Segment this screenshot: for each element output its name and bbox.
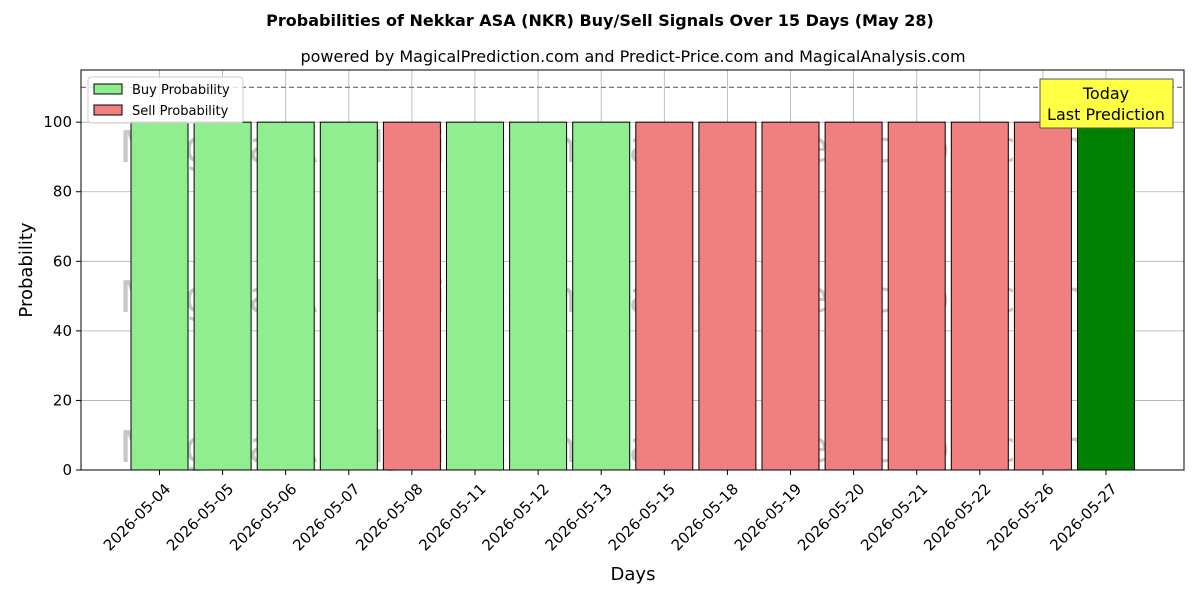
bar-2026-05-04 bbox=[130, 121, 189, 471]
x-tick-label-10: 2026-05-19 bbox=[731, 480, 805, 554]
chart-title: Probabilities of Nekkar ASA (NKR) Buy/Se… bbox=[266, 11, 934, 30]
plot-frame bbox=[80, 69, 1185, 471]
x-tick-label-13: 2026-05-22 bbox=[920, 480, 994, 554]
x-tick-label-0: 2026-05-04 bbox=[100, 480, 174, 554]
y-tick-label-0: 0 bbox=[62, 461, 72, 479]
bar-2026-05-13 bbox=[572, 121, 631, 471]
annotation-line2: Last Prediction bbox=[1047, 105, 1165, 124]
bar-2026-05-15 bbox=[635, 121, 694, 471]
y-tick-label-3: 60 bbox=[53, 252, 72, 270]
legend-label-buy: Buy Probability bbox=[132, 83, 230, 98]
y-axis-label: Probability bbox=[16, 222, 37, 317]
x-axis-label: Days bbox=[611, 564, 656, 585]
x-tick-label-1: 2026-05-05 bbox=[163, 480, 237, 554]
bar-2026-05-19 bbox=[761, 121, 820, 471]
chart-subtitle: powered by MagicalPrediction.com and Pre… bbox=[300, 47, 965, 66]
today-annotation: Today Last Prediction bbox=[1039, 78, 1174, 129]
bar-2026-05-27 bbox=[1077, 121, 1135, 471]
bar-2026-05-08 bbox=[382, 121, 441, 471]
legend-swatch-sell bbox=[93, 104, 123, 116]
legend-swatch-buy bbox=[93, 83, 123, 95]
legend: Buy Probability Sell Probability bbox=[87, 76, 244, 124]
bar-2026-05-06 bbox=[256, 121, 315, 471]
y-tick-label-1: 20 bbox=[53, 391, 72, 409]
y-tick-label-2: 40 bbox=[53, 322, 72, 340]
x-tick-label-15: 2026-05-27 bbox=[1046, 480, 1120, 554]
legend-frame bbox=[87, 76, 244, 124]
bars bbox=[130, 121, 1135, 471]
x-tick-label-7: 2026-05-13 bbox=[542, 480, 616, 554]
x-tick-label-3: 2026-05-07 bbox=[289, 480, 363, 554]
bar-2026-05-07 bbox=[319, 121, 378, 471]
y-tick-label-4: 80 bbox=[53, 183, 72, 201]
x-tick-label-4: 2026-05-08 bbox=[352, 480, 426, 554]
x-tick-label-9: 2026-05-18 bbox=[668, 480, 742, 554]
bar-2026-05-11 bbox=[446, 121, 504, 471]
x-tick-label-5: 2026-05-11 bbox=[415, 480, 489, 554]
x-tick-label-11: 2026-05-20 bbox=[794, 480, 868, 554]
bar-2026-05-05 bbox=[193, 121, 252, 471]
x-tick-label-14: 2026-05-26 bbox=[983, 480, 1057, 554]
bar-2026-05-26 bbox=[1013, 121, 1072, 471]
annotation-box bbox=[1039, 78, 1174, 129]
legend-label-sell: Sell Probability bbox=[132, 104, 229, 119]
x-tick-label-8: 2026-05-15 bbox=[605, 480, 679, 554]
bar-2026-05-12 bbox=[509, 121, 568, 471]
bar-2026-05-20 bbox=[824, 121, 883, 471]
x-tick-label-12: 2026-05-21 bbox=[857, 480, 931, 554]
x-tick-label-6: 2026-05-12 bbox=[478, 480, 552, 554]
annotation-line1: Today bbox=[1082, 84, 1129, 103]
bar-2026-05-21 bbox=[887, 121, 946, 471]
x-axis: 2026-05-042026-05-052026-05-062026-05-07… bbox=[100, 470, 1121, 554]
bar-2026-05-18 bbox=[698, 121, 757, 471]
bar-2026-05-22 bbox=[950, 121, 1009, 471]
y-axis: 0 20 40 60 80 100 bbox=[43, 113, 81, 479]
x-tick-label-2: 2026-05-06 bbox=[226, 480, 300, 554]
y-tick-label-5: 100 bbox=[43, 113, 72, 131]
